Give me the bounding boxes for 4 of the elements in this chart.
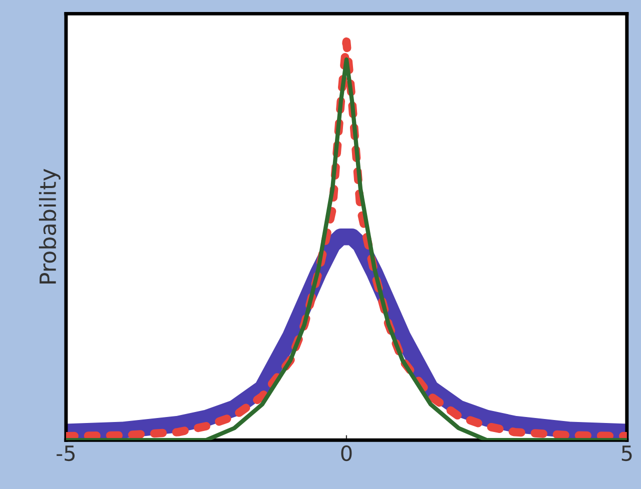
x-tick-label: 0 [341, 445, 352, 462]
x-tick-label: -5 [56, 446, 75, 462]
y-axis-title: Probability [38, 168, 60, 284]
x-tick-label: 5 [622, 446, 632, 462]
